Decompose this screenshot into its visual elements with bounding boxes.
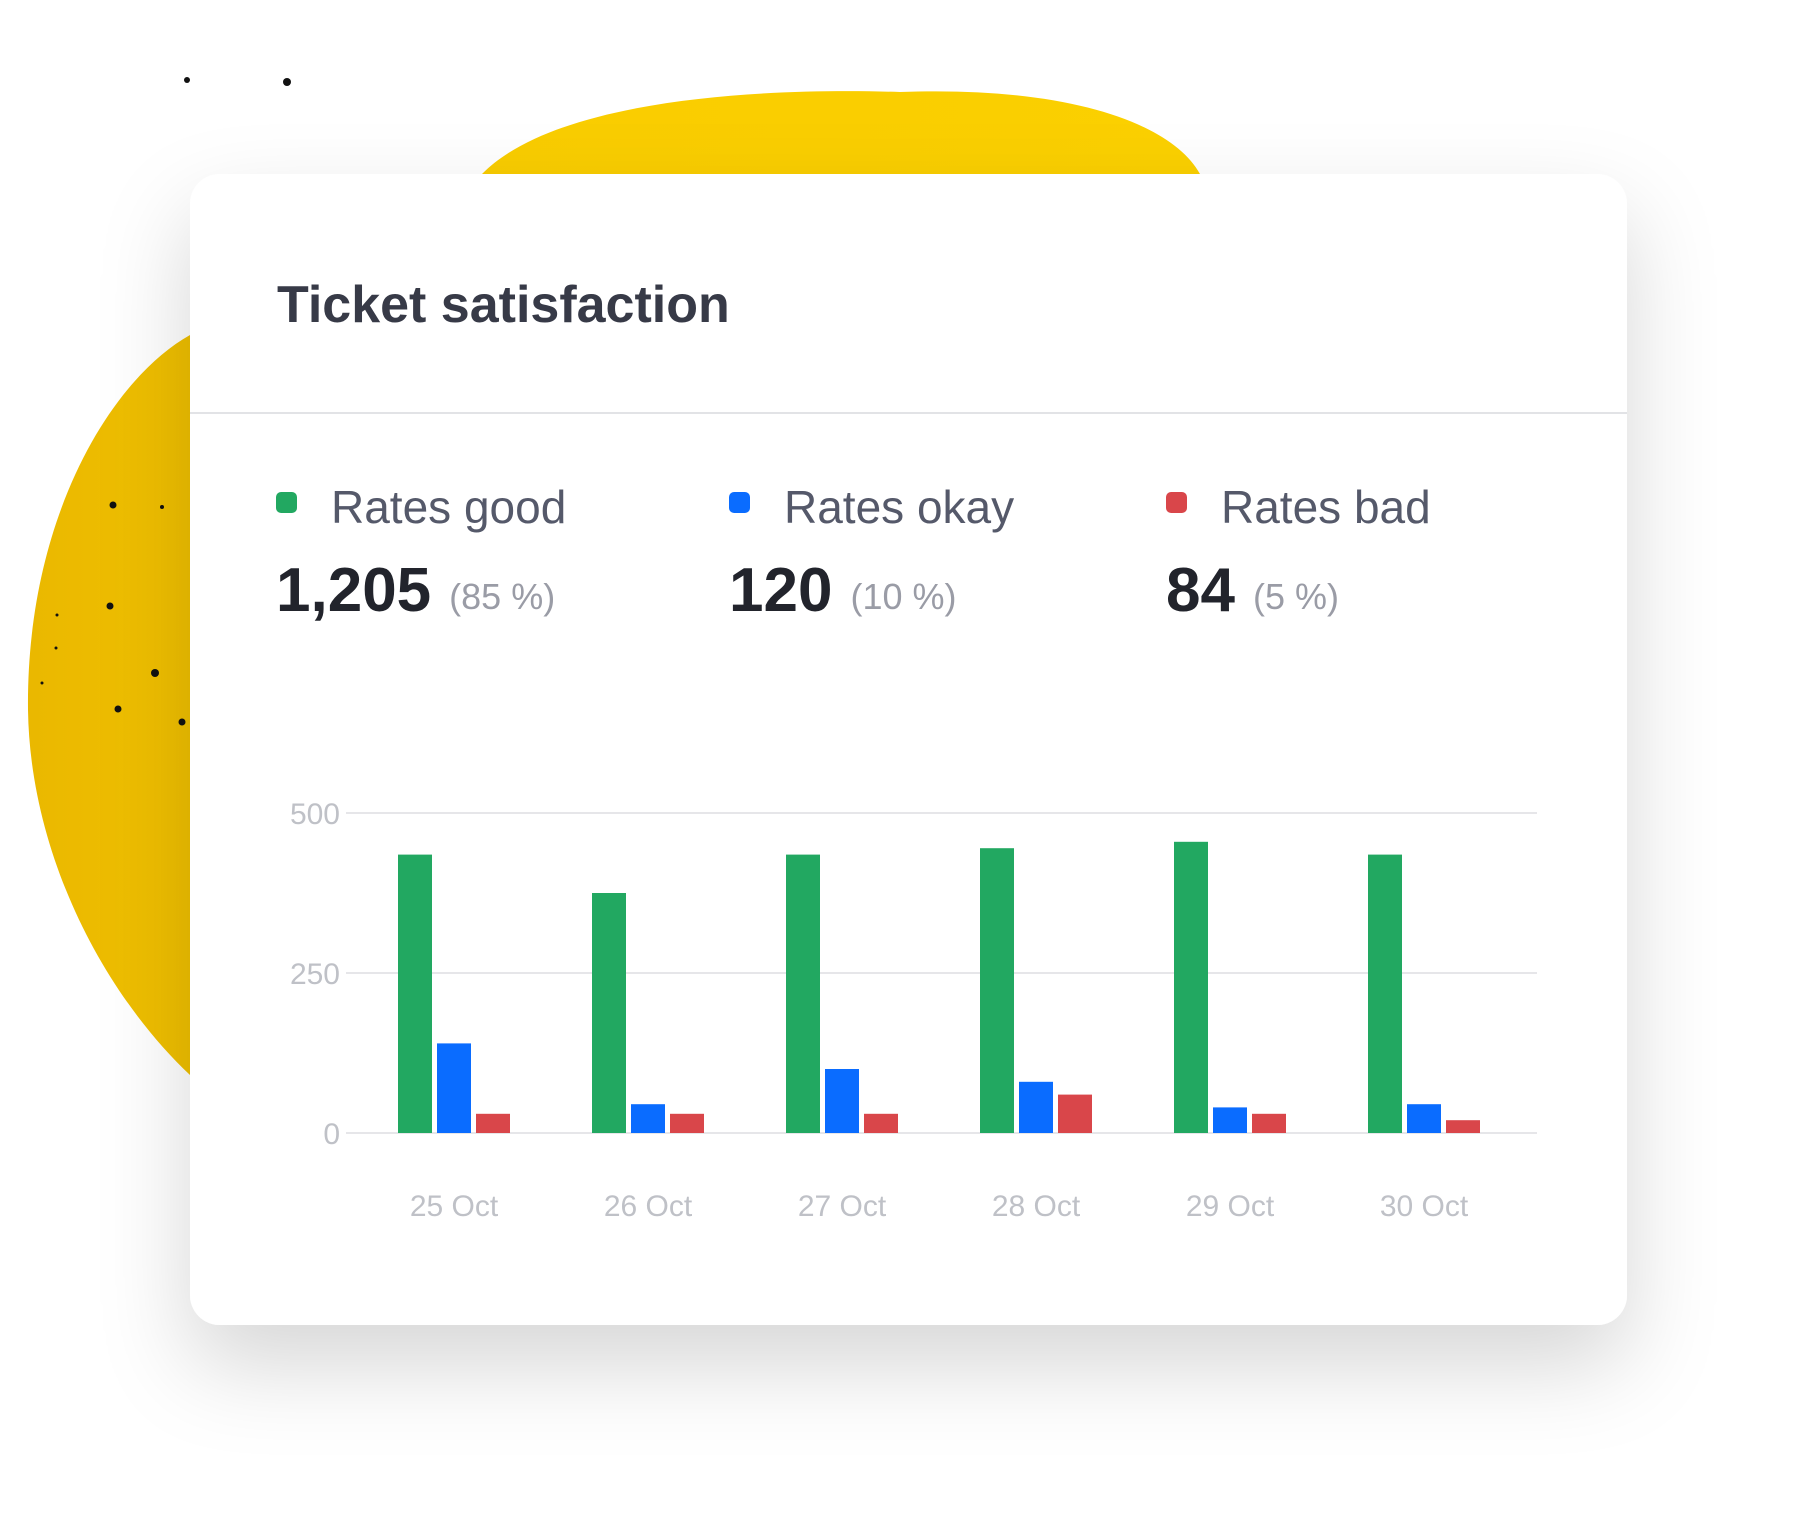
x-tick-label: 27 Oct xyxy=(798,1190,887,1223)
bar xyxy=(437,1043,471,1133)
bar xyxy=(1407,1104,1441,1133)
card xyxy=(190,174,1627,1325)
legend-label: Rates bad xyxy=(1221,481,1431,533)
bar xyxy=(980,848,1014,1133)
summary-share: (10 %) xyxy=(850,576,956,617)
summary-share: (85 %) xyxy=(449,576,555,617)
bar xyxy=(786,854,820,1133)
summary-total: 120 xyxy=(729,556,832,625)
bar xyxy=(631,1104,665,1133)
legend-swatch xyxy=(729,492,750,513)
x-tick-label: 28 Oct xyxy=(992,1190,1081,1223)
bar xyxy=(825,1069,859,1133)
plot-area: 0 250 500 25 Oct 26 Oct 27 Oct 28 Oct 29 Oct 30 … xyxy=(290,798,1537,1223)
bar xyxy=(1213,1107,1247,1133)
legend-label: Rates okay xyxy=(784,481,1014,533)
bar xyxy=(1368,854,1402,1133)
bar xyxy=(476,1113,510,1133)
x-tick-label: 26 Oct xyxy=(604,1190,693,1223)
bar xyxy=(1058,1094,1092,1133)
legend: Rates good 1,205 (85 %) Rates okay 120 (10 %)… xyxy=(276,481,1431,625)
bar xyxy=(1252,1113,1286,1133)
x-tick-label: 29 Oct xyxy=(1186,1190,1275,1223)
bar xyxy=(1174,841,1208,1133)
bar xyxy=(1446,1120,1480,1133)
bar xyxy=(1019,1081,1053,1133)
legend-swatch xyxy=(1166,492,1187,513)
bar xyxy=(864,1113,898,1133)
y-tick-label: 500 xyxy=(290,798,340,831)
legend-swatch xyxy=(276,492,297,513)
card-title: Ticket satisfaction xyxy=(277,276,730,334)
summary-total: 1,205 xyxy=(276,556,431,625)
legend-label: Rates good xyxy=(331,481,566,533)
summary-share: (5 %) xyxy=(1253,576,1339,617)
x-tick-label: 25 Oct xyxy=(410,1190,499,1223)
x-tick-label: 30 Oct xyxy=(1380,1190,1469,1223)
bar xyxy=(592,893,626,1133)
y-tick-label: 250 xyxy=(290,958,340,991)
bar xyxy=(398,854,432,1133)
decor-dots xyxy=(40,77,291,726)
summary-total: 84 xyxy=(1166,556,1235,625)
bar xyxy=(670,1113,704,1133)
y-tick-label: 0 xyxy=(323,1118,340,1151)
